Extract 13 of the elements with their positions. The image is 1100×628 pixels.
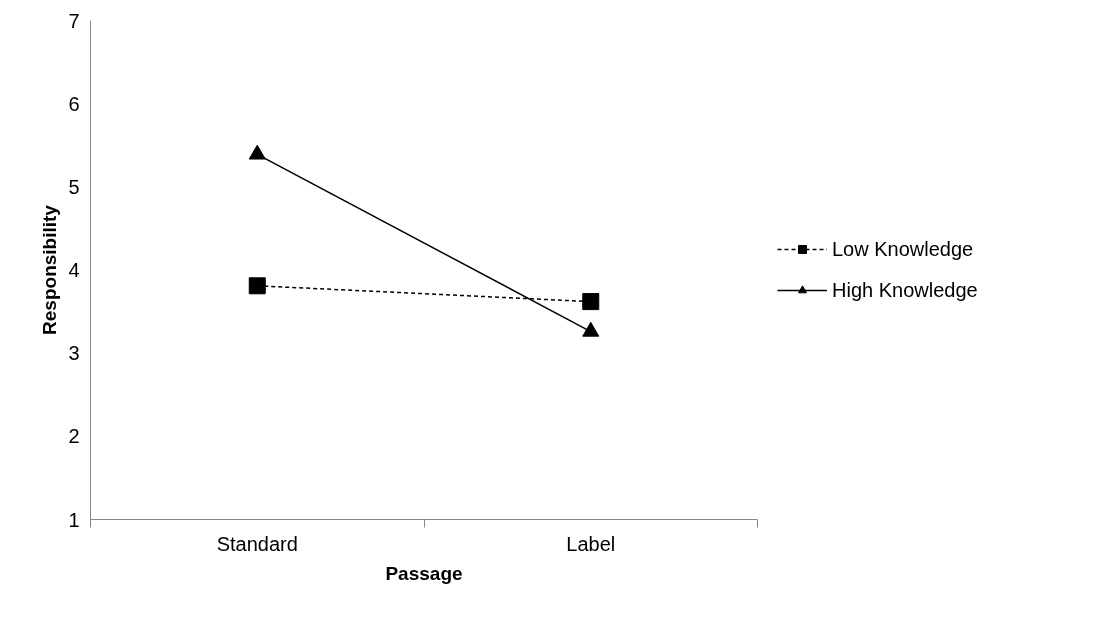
y-tick-label: 1 xyxy=(68,508,80,531)
y-tick-label: 5 xyxy=(68,175,80,198)
x-axis-title: Passage xyxy=(385,562,463,584)
legend-label: Low Knowledge xyxy=(832,237,974,261)
legend-label: High Knowledge xyxy=(832,278,978,302)
y-tick-label: 3 xyxy=(68,342,80,365)
x-tick-label: Standard xyxy=(216,532,298,555)
y-tick-label: 4 xyxy=(68,259,80,281)
y-tick-label: 7 xyxy=(68,9,80,32)
y-tick-label: 6 xyxy=(68,92,80,115)
x-tick-label: Label xyxy=(566,532,616,555)
y-tick-label: 2 xyxy=(68,425,80,448)
y-axis-title: Responsibility xyxy=(39,204,61,335)
